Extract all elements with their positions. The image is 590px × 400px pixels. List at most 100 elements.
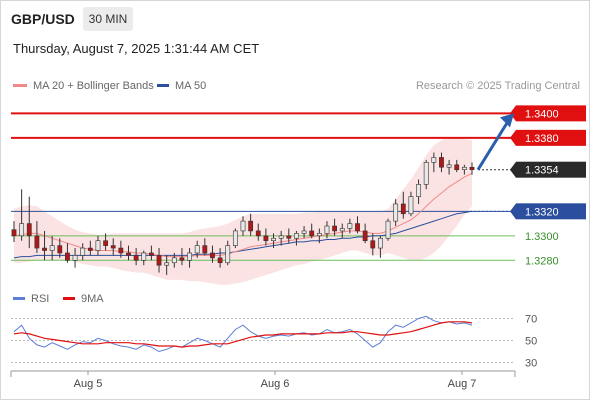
candle-up xyxy=(72,255,78,261)
candle-up xyxy=(294,233,299,239)
rsi-tick-label: 70 xyxy=(525,314,537,326)
candle-down xyxy=(118,247,124,254)
forecast-arrow-shaft xyxy=(476,120,510,171)
level-label: 1.3354 xyxy=(525,165,559,177)
candle-up xyxy=(194,245,200,254)
level-label: 1.3380 xyxy=(525,133,559,145)
candle-down xyxy=(439,157,444,168)
candle-down xyxy=(248,220,254,232)
candle-up xyxy=(141,252,147,261)
candle-up xyxy=(225,245,231,264)
level-label-pointer xyxy=(510,203,516,220)
candle-down xyxy=(103,240,108,246)
candle-down xyxy=(26,223,32,237)
candle-down xyxy=(179,257,185,261)
rsi-tick-label: 30 xyxy=(525,358,537,370)
legend-ma20: MA 20 + Bollinger Bands xyxy=(13,80,154,92)
candle-up xyxy=(423,162,429,185)
candle-up xyxy=(240,220,246,232)
candle-up xyxy=(232,230,238,246)
level-label-pointer xyxy=(510,161,516,178)
report-datetime: Thursday, August 7, 2025 1:31:44 AM CET xyxy=(13,41,260,56)
candle-down xyxy=(65,252,70,261)
legend-rsi: RSI xyxy=(13,293,49,305)
candle-up xyxy=(187,252,192,261)
candle-down xyxy=(355,223,360,232)
rsi-ma-line xyxy=(13,321,473,348)
candle-up xyxy=(461,166,467,170)
candle-down xyxy=(210,252,215,259)
candle-down xyxy=(34,235,40,249)
ma50-label: MA 50 xyxy=(175,80,207,92)
candle-down xyxy=(126,252,131,256)
candle-up xyxy=(431,157,437,163)
level-label: 1.3300 xyxy=(525,231,559,243)
candle-up xyxy=(408,196,414,215)
candle-down xyxy=(42,247,47,251)
candle-up xyxy=(316,233,322,237)
candle-down xyxy=(454,164,460,170)
candle-up xyxy=(171,257,177,264)
candle-down xyxy=(255,230,261,237)
timeframe-badge[interactable]: 30 MIN xyxy=(83,7,133,31)
candle-up xyxy=(95,240,101,251)
level-label: 1.3400 xyxy=(525,108,559,120)
candle-up xyxy=(339,228,345,232)
level-label-bg xyxy=(516,129,586,146)
candle-up xyxy=(49,245,55,251)
candle-down xyxy=(370,240,376,249)
x-tick-label: Aug 5 xyxy=(74,378,103,390)
candle-up xyxy=(19,223,25,237)
candle-up xyxy=(385,220,391,239)
rsi-line xyxy=(13,315,473,353)
candle-down xyxy=(217,257,223,264)
candle-down xyxy=(57,245,63,254)
candle-up xyxy=(416,184,421,197)
level-label: 1.3280 xyxy=(525,255,559,267)
candle-down xyxy=(469,166,475,170)
x-tick-label: Aug 7 xyxy=(448,378,477,390)
candle-down xyxy=(332,225,337,232)
candle-down xyxy=(149,252,154,256)
ma50-swatch xyxy=(157,83,169,87)
candle-down xyxy=(362,230,368,242)
candle-up xyxy=(271,237,276,242)
rsi-ma-label: 9MA xyxy=(81,293,104,305)
candle-down xyxy=(263,235,269,242)
x-tick-label: Aug 6 xyxy=(261,378,290,390)
rsi-swatch xyxy=(13,296,25,300)
symbol-title: GBP/USD xyxy=(11,11,75,27)
rsi-label: RSI xyxy=(31,293,50,305)
candle-up xyxy=(378,237,383,249)
candle-down xyxy=(87,247,93,251)
candle-down xyxy=(110,245,116,249)
candle-down xyxy=(309,230,315,237)
candle-down xyxy=(133,255,139,261)
candle-up xyxy=(393,203,399,222)
rsi-ma-swatch xyxy=(63,296,75,300)
copyright-text: Research © 2025 Trading Central xyxy=(415,80,580,92)
ma20-label: MA 20 + Bollinger Bands xyxy=(33,80,154,92)
candle-down xyxy=(202,245,208,254)
candle-up xyxy=(278,235,284,239)
rsi-tick-label: 50 xyxy=(525,336,537,348)
level-label-bg xyxy=(516,161,586,178)
forecast-arrow-head xyxy=(500,113,514,128)
candle-down xyxy=(400,203,406,215)
candle-up xyxy=(347,223,353,229)
ma20-swatch xyxy=(13,83,27,87)
candle-up xyxy=(446,164,452,168)
candle-down xyxy=(156,255,162,266)
candle-down xyxy=(286,235,292,239)
legend-rsi-ma: 9MA xyxy=(63,293,104,305)
candle-up xyxy=(80,247,86,256)
candle-up xyxy=(164,262,170,266)
level-label-pointer xyxy=(510,105,516,122)
level-label-bg xyxy=(516,203,586,220)
level-label-bg xyxy=(516,105,586,122)
legend-ma50: MA 50 xyxy=(157,80,206,92)
candle-up xyxy=(301,230,307,234)
level-label: 1.3320 xyxy=(525,206,559,218)
level-label-pointer xyxy=(510,129,516,146)
